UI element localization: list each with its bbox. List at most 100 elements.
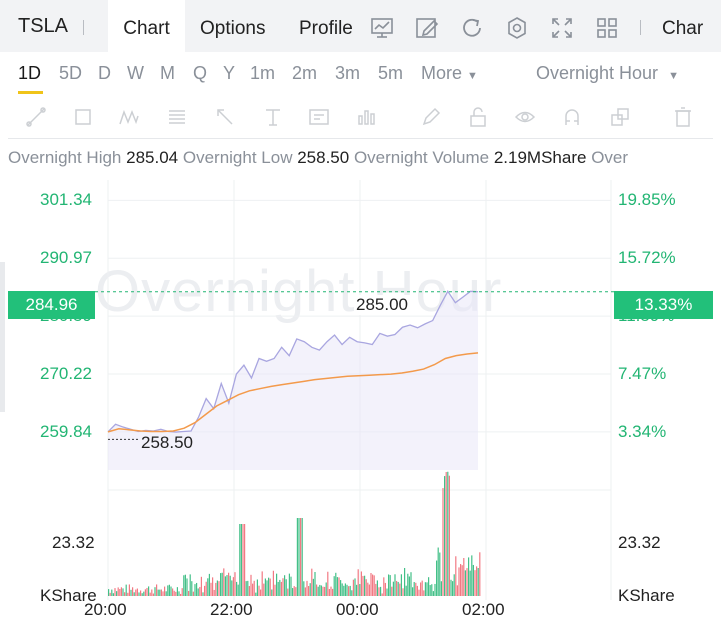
volume-bar <box>386 588 388 596</box>
tab-options[interactable]: Options <box>200 18 266 39</box>
magnet-icon[interactable] <box>561 106 583 128</box>
volume-bar <box>292 588 294 596</box>
trash-icon[interactable] <box>672 106 694 128</box>
volume-bar <box>324 586 326 596</box>
volume-bar <box>367 582 369 596</box>
volume-bar <box>156 584 158 596</box>
volume-bar <box>271 589 273 596</box>
volume-bar <box>160 589 162 596</box>
volume-bar <box>141 593 143 596</box>
volume-bar <box>397 581 399 596</box>
volume-bar <box>322 586 324 596</box>
fib-icon[interactable] <box>166 106 188 128</box>
period-1m[interactable]: 1m <box>250 63 276 83</box>
period-1d[interactable]: 1D <box>18 63 42 83</box>
volume-bar <box>221 572 223 596</box>
tab-profile[interactable]: Profile <box>299 18 353 39</box>
volume-bar <box>130 589 132 596</box>
volume-bar <box>311 568 313 596</box>
period-y[interactable]: Y <box>223 63 236 83</box>
volume-label: Overnight Volume <box>353 148 490 167</box>
volume-bar <box>146 587 148 596</box>
period-d[interactable]: D <box>98 63 111 83</box>
divider <box>640 20 641 35</box>
more-dropdown[interactable]: More ▼ <box>421 63 478 84</box>
period-bar: 1D 5D D W M Q Y 1m 2m 3m 5m More ▼ Overn… <box>0 52 721 94</box>
volume-bar <box>194 584 196 596</box>
volume-bar <box>108 589 110 596</box>
layers-icon[interactable] <box>609 106 631 128</box>
period-2m[interactable]: 2m <box>292 63 318 83</box>
refresh-icon[interactable] <box>459 15 485 41</box>
volume-bar <box>341 583 343 596</box>
settings-icon[interactable] <box>504 15 530 41</box>
fullscreen-icon[interactable] <box>549 15 575 41</box>
volume-bar <box>335 572 337 596</box>
volume-bar <box>333 576 335 596</box>
volume-bar <box>327 571 329 596</box>
pattern-icon[interactable] <box>118 106 140 128</box>
volume-bar <box>410 572 412 596</box>
volume-bar <box>266 580 268 596</box>
volume-bar <box>402 588 404 596</box>
volume-bar <box>314 571 316 596</box>
volume-bar <box>282 578 284 596</box>
volume-bar <box>295 587 297 596</box>
volume-bar <box>306 580 308 596</box>
volume-bar <box>316 584 318 596</box>
stats-overflow-label: Over <box>591 148 629 167</box>
volume-bar <box>226 575 228 596</box>
volume-bar <box>474 570 476 596</box>
volume-bar <box>428 577 430 596</box>
volume-axis-value: 23.32 <box>52 533 95 552</box>
volume-bar <box>336 577 338 596</box>
percent-tick-label: 7.47% <box>618 363 667 383</box>
volume-bar <box>429 585 431 596</box>
tab-chart[interactable]: Chart <box>108 0 185 52</box>
period-m[interactable]: M <box>160 63 175 83</box>
average-line <box>107 352 479 433</box>
text-icon[interactable] <box>262 106 284 128</box>
volume-bar <box>164 586 166 596</box>
volume-bar <box>239 524 241 596</box>
tab-chart-right[interactable]: Char <box>662 18 704 39</box>
volume-bar <box>197 588 199 596</box>
volume-bar <box>140 590 142 596</box>
volume-bar <box>191 581 193 596</box>
volume-bar <box>180 593 182 596</box>
volume-bar <box>151 589 153 596</box>
period-q[interactable]: Q <box>193 63 208 83</box>
volume-bar <box>215 582 217 596</box>
volume-bar <box>167 585 169 596</box>
lock-icon[interactable] <box>467 106 489 128</box>
volume-bar <box>463 558 465 596</box>
volume-bar <box>477 567 479 596</box>
measure-icon[interactable] <box>355 106 377 128</box>
volume-axis-value-right: 23.32 <box>618 533 661 552</box>
volume-bar <box>127 592 129 596</box>
rectangle-icon[interactable] <box>72 106 94 128</box>
volume-bar <box>159 589 161 596</box>
volume-bar <box>250 574 252 596</box>
volume-bar <box>287 588 289 596</box>
volume-bar <box>396 580 398 596</box>
arrow-icon[interactable] <box>214 106 236 128</box>
period-w[interactable]: W <box>127 63 144 83</box>
volume-bar <box>391 586 393 596</box>
draw-edit-icon[interactable] <box>414 15 440 41</box>
session-dropdown[interactable]: Overnight Hour ▼ <box>536 63 679 84</box>
trendline-icon[interactable] <box>25 106 47 128</box>
note-icon[interactable] <box>308 106 330 128</box>
chart-type-icon[interactable] <box>369 15 395 41</box>
eye-icon[interactable] <box>514 106 536 128</box>
volume-bar <box>114 588 116 596</box>
period-5m[interactable]: 5m <box>378 63 404 83</box>
volume-bar <box>280 581 282 596</box>
volume-bar <box>216 580 218 596</box>
pen-icon[interactable] <box>420 106 442 128</box>
period-5d[interactable]: 5D <box>59 63 83 83</box>
layout-grid-icon[interactable] <box>594 15 620 41</box>
period-3m[interactable]: 3m <box>335 63 361 83</box>
volume-bar <box>237 584 239 596</box>
